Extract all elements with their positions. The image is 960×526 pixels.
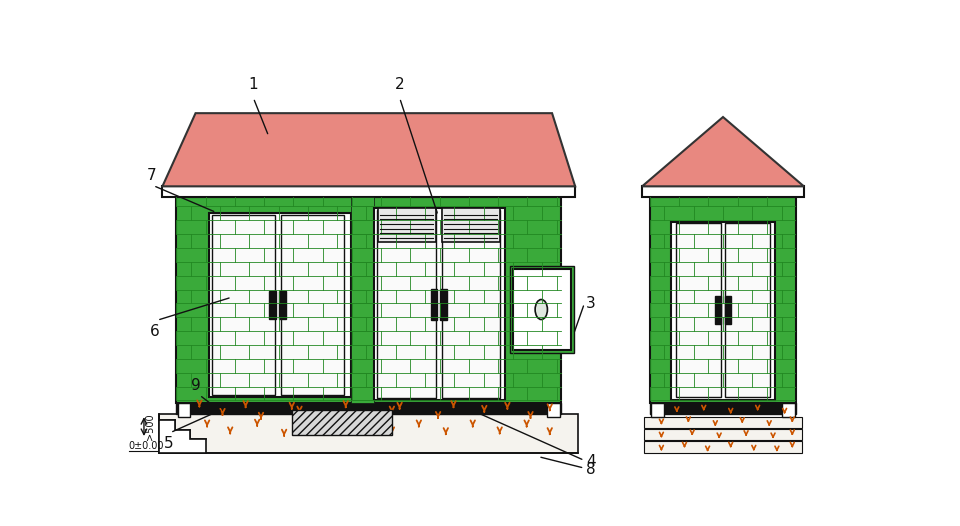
Bar [644,429,803,440]
Bar [351,197,374,403]
Bar [642,186,804,197]
Bar [782,403,795,417]
Bar [177,403,562,414]
Bar [644,441,803,453]
Bar [725,223,770,397]
Text: 6: 6 [150,324,159,339]
Polygon shape [642,117,804,186]
Bar [159,414,578,453]
Text: 0±0.00: 0±0.00 [129,441,164,451]
Ellipse shape [535,299,547,319]
Bar [510,266,574,352]
Text: 8: 8 [586,462,595,477]
Bar [178,403,190,417]
Bar [162,186,575,197]
Text: 7: 7 [147,168,156,183]
Text: 2: 2 [395,77,404,92]
Bar [725,297,731,324]
Bar [513,269,570,350]
Text: 5: 5 [164,436,174,451]
Polygon shape [162,113,575,186]
Bar [281,215,344,395]
Bar [650,197,796,403]
Bar [652,403,663,417]
Text: 9: 9 [191,378,202,393]
Bar [177,197,562,403]
Text: >500: >500 [146,413,156,440]
Bar [374,208,505,400]
Bar [377,210,436,398]
Bar [442,210,500,398]
Bar [547,403,560,417]
Bar [212,215,275,395]
Bar [671,222,775,400]
Polygon shape [159,414,205,453]
Bar [279,291,286,319]
Bar [715,297,722,324]
Text: 3: 3 [586,296,596,311]
Bar [644,417,803,428]
Bar [431,289,438,319]
Bar [270,291,276,319]
Text: 1: 1 [249,77,258,92]
Bar [650,403,796,414]
Bar [292,410,392,435]
Bar [441,289,446,319]
Text: 4: 4 [586,454,595,470]
Bar [378,208,436,242]
Bar [442,208,500,242]
Bar [208,213,351,397]
Bar [676,223,722,397]
